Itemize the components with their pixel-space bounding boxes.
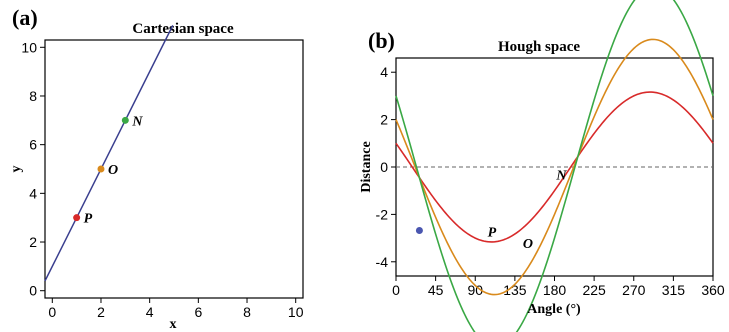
y-tick-label: -2 [376, 206, 389, 222]
point-label-N: N [131, 114, 143, 129]
y-tick-label: 2 [29, 234, 37, 250]
intersection-point [415, 227, 423, 235]
point-P [73, 214, 81, 222]
x-tick-label: 4 [146, 304, 154, 320]
panel-a-plot-frame [44, 39, 304, 299]
series-label-O: O [523, 237, 533, 252]
panel-a-plot-area: 0 2 4 6 8 10 0 2 4 6 8 10 P O N [21, 25, 304, 320]
y-tick-label: 0 [29, 283, 37, 299]
x-tick-label: 6 [194, 304, 202, 320]
panel-b: (b) Hough space 0 45 90 135 180 225 270 315 360 -… [359, 0, 725, 332]
x-tick-label: 315 [662, 282, 686, 298]
y-tick-label: 10 [21, 39, 37, 55]
panel-b-y-axis-label: Distance [359, 141, 374, 192]
x-tick-label: 0 [48, 304, 56, 320]
fitted-line [44, 25, 174, 282]
panel-a-title: Cartesian space [132, 21, 234, 37]
panel-a-label: (a) [12, 5, 38, 30]
panel-b-title: Hough space [498, 39, 580, 55]
x-tick-label: 2 [97, 304, 105, 320]
y-tick-label: 8 [29, 88, 37, 104]
point-label-P: P [84, 212, 93, 227]
x-tick-label: 360 [701, 282, 725, 298]
x-tick-label: 0 [392, 282, 400, 298]
x-tick-label: 225 [582, 282, 606, 298]
y-tick-label: 2 [380, 112, 388, 128]
point-O [97, 165, 105, 173]
panel-a-y-axis-label: y [9, 166, 24, 173]
point-label-O: O [108, 163, 118, 178]
y-tick-label: 0 [380, 159, 388, 175]
y-tick-label: 4 [29, 185, 37, 201]
panel-b-label: (b) [368, 28, 395, 53]
x-tick-label: 270 [622, 282, 646, 298]
panel-a-x-axis-label: x [170, 317, 177, 332]
series-line-P [395, 91, 714, 243]
y-tick-label: 4 [380, 64, 388, 80]
point-N [121, 116, 129, 124]
series-line-N [395, 0, 714, 332]
panel-b-plot-area: 0 45 90 135 180 225 270 315 360 -4 -2 0 2 4 P O N [376, 0, 725, 332]
panel-b-x-axis-label: Angle (°) [527, 302, 581, 317]
x-tick-label: 180 [543, 282, 567, 298]
x-tick-label: 90 [467, 282, 483, 298]
x-tick-label: 8 [243, 304, 251, 320]
x-tick-label: 45 [428, 282, 444, 298]
y-tick-label: 6 [29, 137, 37, 153]
x-tick-label: 10 [288, 304, 304, 320]
series-line-O [395, 38, 714, 296]
series-label-P: P [488, 225, 497, 240]
series-label-N: N [555, 168, 567, 183]
x-tick-label: 135 [503, 282, 527, 298]
y-tick-label: -4 [376, 254, 389, 270]
